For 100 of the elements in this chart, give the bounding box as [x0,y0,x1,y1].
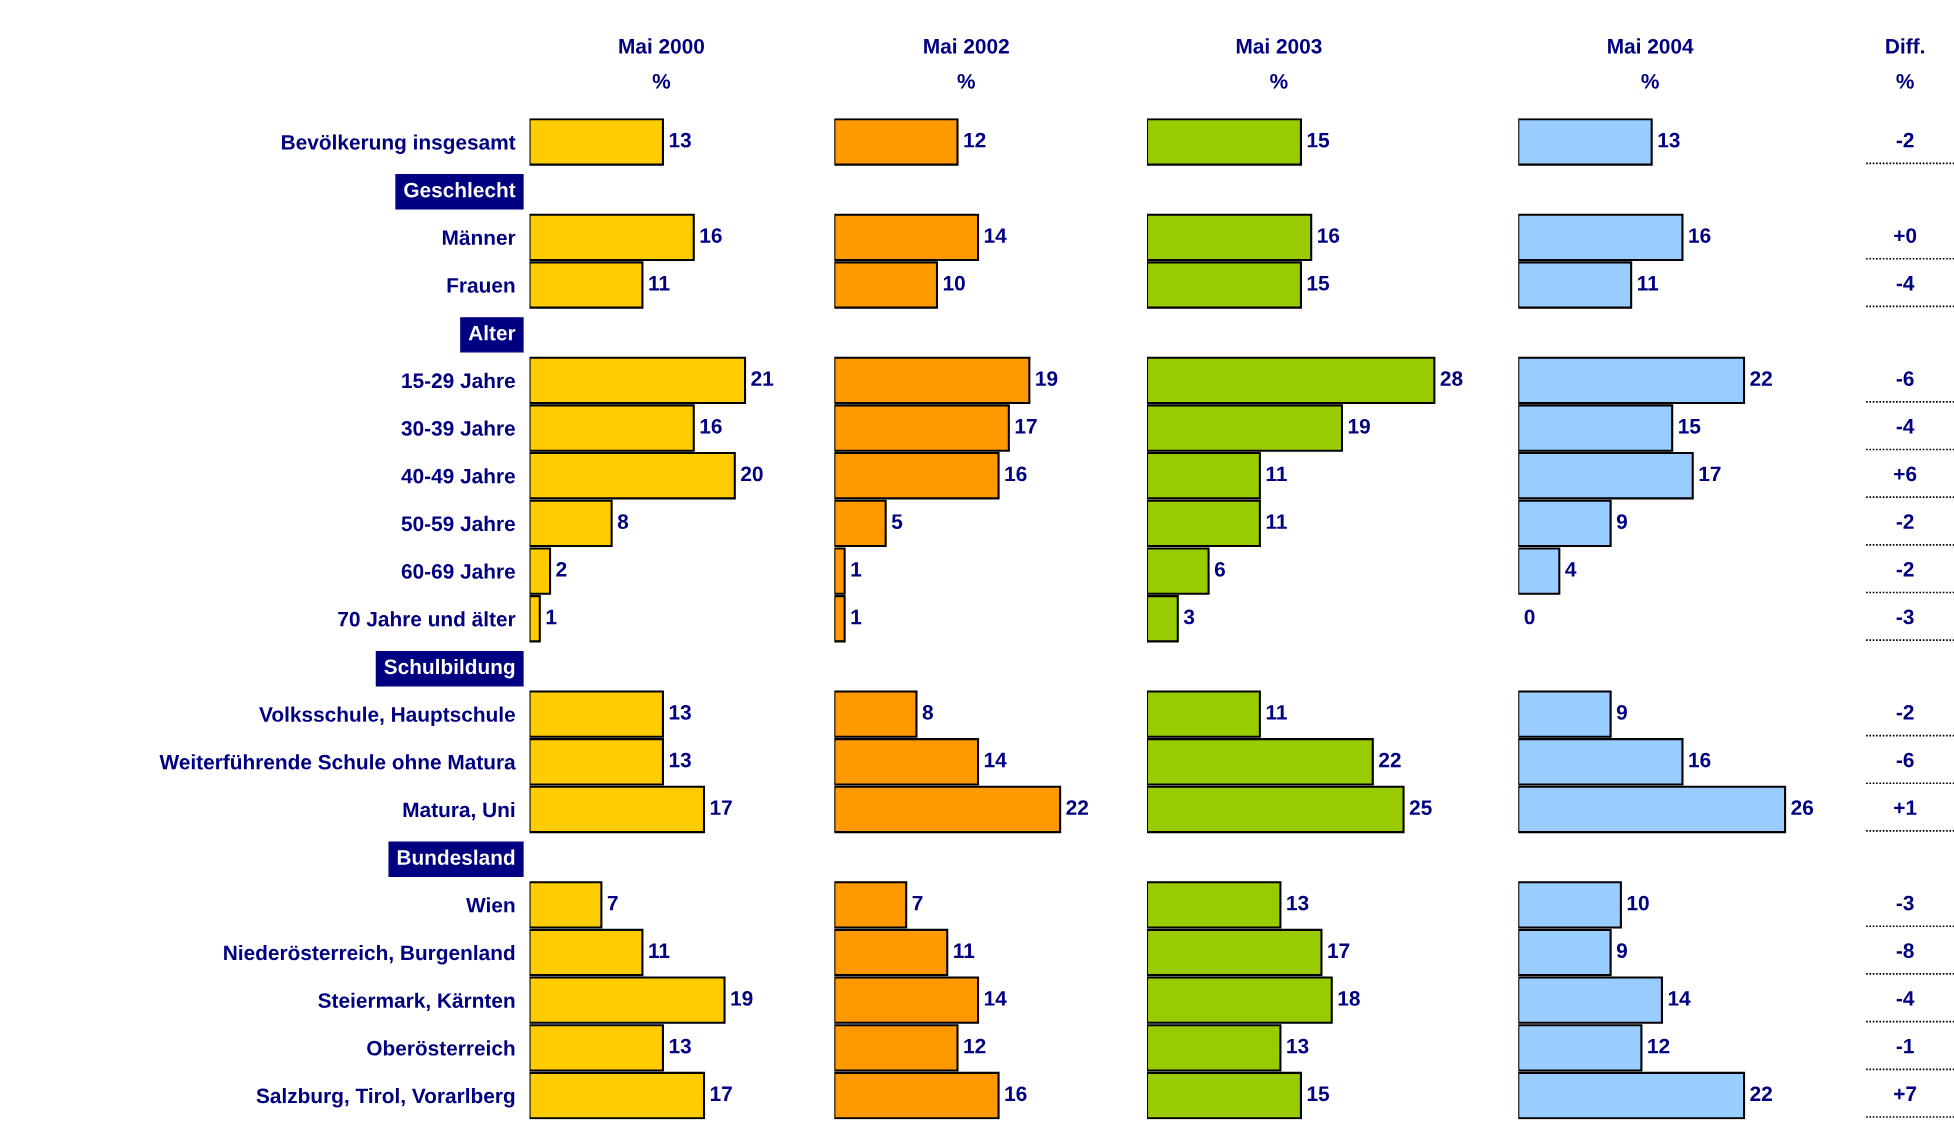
chart-subtitle: % [957,73,975,89]
data-label: 11 [1266,514,1287,529]
y-tick-label: Volksschule, Hauptschule [259,706,515,726]
data-label: 17 [710,800,732,815]
bar [1147,118,1302,166]
data-label: 17 [1699,466,1721,482]
data-label: 1 [546,609,557,625]
chart-subtitle: % [1641,73,1659,89]
data-label: 22 [1750,1086,1772,1101]
y-tick-label: Weiterführende Schule ohne Matura [159,754,516,770]
data-label: 7 [607,895,618,911]
data-label: -4 [1896,419,1915,434]
data-label: 5 [891,514,903,529]
data-label: -3 [1896,609,1914,625]
data-label: -4 [1896,276,1915,291]
data-label: 12 [1648,1038,1670,1054]
y-tick-label: Niederösterreich, Burgenland [224,944,515,965]
data-label: 22 [1379,752,1401,768]
y-tick-label: 15-29 Jahre [402,372,515,389]
data-label: 3 [1183,609,1195,625]
y-tick-label: Matura, Uni [403,801,515,821]
data-label: 10 [943,275,965,291]
data-label: 21 [751,371,774,386]
data-label: -4 [1896,991,1915,1006]
data-label: 25 [1409,800,1432,816]
bar [529,118,664,166]
chart-subtitle: % [652,73,671,89]
text: Diff. [1886,38,1924,54]
data-label: 16 [1689,752,1711,768]
data-label: 11 [649,276,670,291]
data-label: 15 [1307,133,1330,148]
data-label: 17 [710,1086,732,1101]
data-label: 10 [1627,895,1649,911]
data-label: 16 [1689,228,1711,243]
data-label: 9 [1616,943,1627,959]
y-tick-label: 50-59 Jahre [401,515,515,532]
data-label: 8 [617,514,629,529]
data-label: -2 [1896,561,1914,577]
data-label: 13 [1658,132,1680,148]
y-tick-label: Frauen [447,278,515,293]
data-label: 13 [669,1038,691,1054]
data-label: 11 [1266,466,1287,482]
data-label: 13 [669,752,691,768]
data-label: 18 [1338,991,1360,1006]
data-label: -6 [1896,371,1914,386]
data-label: -2 [1896,514,1914,529]
data-label: 22 [1066,800,1089,815]
data-label: 13 [1287,895,1309,911]
data-label: 11 [1266,705,1287,720]
y-tick-label: 70 Jahre und älter [338,611,516,627]
y-tick-label: 60-69 Jahre [401,563,515,579]
bar [834,118,959,166]
data-label: 0 [1524,609,1535,625]
data-label: 11 [954,943,975,958]
data-label: 14 [984,752,1007,768]
data-label: 4 [1565,562,1577,577]
y-tick-label: Salzburg, Tirol, Vorarlberg [256,1087,515,1108]
y-tick-label: Steiermark, Kärnten [318,992,515,1011]
y-tick-label: Wien [466,897,515,913]
data-label: 16 [1005,1086,1027,1102]
data-label: 2 [556,561,567,577]
data-label: 15 [1307,1086,1330,1102]
chart-title: Mai 2003 [1236,38,1322,54]
data-label: -6 [1896,752,1914,768]
data-label: 28 [1440,371,1463,386]
data-label: 11 [649,943,670,958]
data-label: 6 [1214,561,1225,577]
y-tick-label: Geschlecht [404,182,516,198]
data-label: 15 [1307,276,1330,291]
data-label: 15 [1679,419,1701,434]
data-label: 12 [964,132,986,148]
y-tick-label: Männer [442,230,516,246]
data-label: 13 [1287,1038,1309,1054]
bar [1518,118,1653,166]
chart-title: Mai 2002 [924,38,1009,54]
data-label: 16 [1005,466,1027,482]
data-label: -1 [1896,1038,1914,1054]
data-label: 13 [669,704,691,720]
data-label: 14 [1668,991,1691,1006]
text: % [1896,73,1914,89]
data-label: 19 [1036,371,1058,386]
data-label: 14 [984,991,1007,1006]
data-label: 26 [1791,800,1814,816]
chart-subtitle: % [1270,73,1288,89]
data-label: 1 [851,609,862,625]
data-label: 17 [1328,943,1350,958]
data-label: -3 [1896,895,1914,911]
y-tick-label: Bundesland [397,849,515,865]
y-tick-label: Oberösterreich [367,1040,515,1056]
data-label: +7 [1894,1086,1917,1101]
data-label: +1 [1894,800,1917,815]
data-label: 12 [964,1038,986,1054]
data-label: +6 [1894,466,1917,482]
data-label: 19 [1348,418,1370,434]
data-label: 20 [741,466,763,482]
y-tick-label: Schulbildung [384,658,515,679]
data-label: 19 [731,991,753,1006]
y-tick-label: Bevölkerung insgesamt [282,134,516,154]
data-label: 14 [984,228,1007,243]
y-tick-label: Alter [468,325,516,341]
